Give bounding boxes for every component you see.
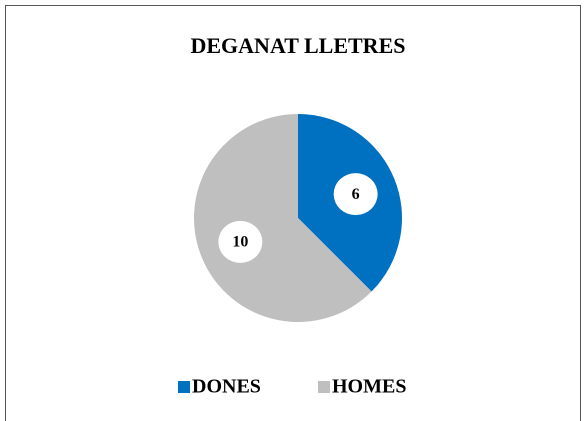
legend-swatch [318, 381, 330, 393]
data-label-bubble [333, 173, 378, 216]
data-label: 10 [232, 234, 248, 251]
chart-title: DEGANAT LLETRES [191, 33, 406, 58]
pie-slice [193, 114, 372, 322]
chart-frame [5, 5, 581, 421]
data-label: 6 [352, 186, 360, 203]
legend-swatch [178, 381, 190, 393]
legend-label: DONES [192, 376, 261, 398]
legend-label: HOMES [332, 376, 406, 398]
data-label-bubble [218, 220, 263, 263]
